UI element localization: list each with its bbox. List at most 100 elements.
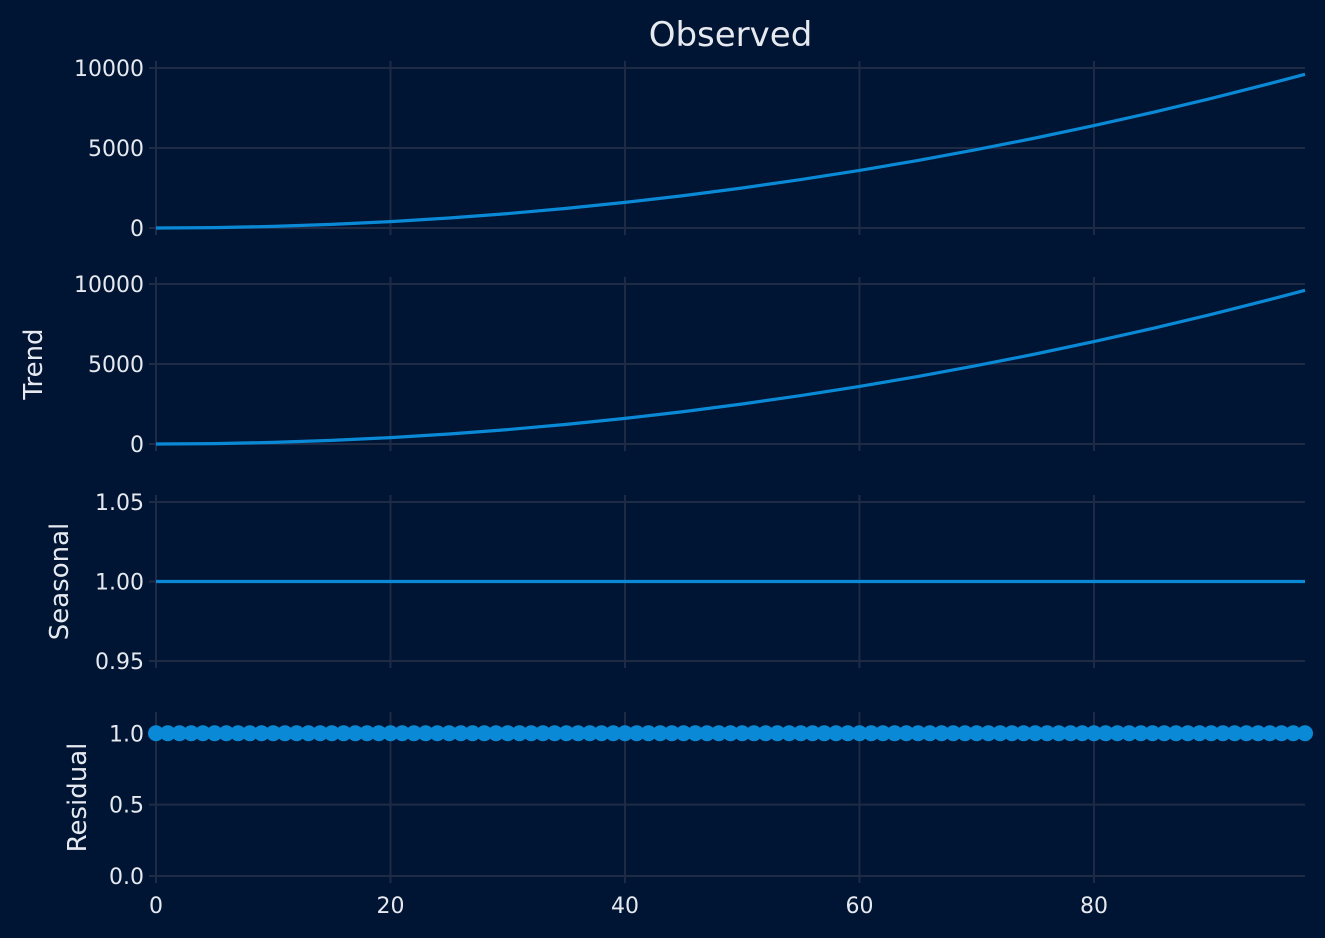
residual-point-69: [956, 725, 973, 742]
residual-point-68: [945, 725, 962, 742]
residual-point-62: [874, 725, 891, 742]
residual-point-81: [1097, 725, 1114, 742]
ytick-label-seasonal-1: 1.00: [95, 571, 144, 596]
residual-point-82: [1109, 725, 1126, 742]
ytick-label-seasonal-2: 1.05: [95, 491, 144, 516]
residual-point-53: [769, 725, 786, 742]
residual-point-85: [1144, 725, 1161, 742]
residual-point-20: [382, 725, 399, 742]
residual-point-27: [464, 725, 481, 742]
residual-point-18: [359, 725, 376, 742]
residual-point-92: [1226, 725, 1243, 742]
ytick-label-observed-2: 10000: [74, 57, 144, 82]
residual-point-1: [159, 725, 176, 742]
residual-point-93: [1238, 725, 1255, 742]
residual-point-54: [781, 725, 798, 742]
residual-point-31: [511, 725, 528, 742]
residual-point-71: [980, 725, 997, 742]
residual-point-13: [300, 725, 317, 742]
xtick-label-4: 80: [1080, 894, 1108, 919]
residual-point-49: [722, 725, 739, 742]
residual-point-77: [1050, 725, 1067, 742]
residual-point-11: [276, 725, 293, 742]
residual-point-65: [910, 725, 927, 742]
residual-point-2: [171, 725, 188, 742]
residual-point-57: [816, 725, 833, 742]
residual-point-61: [863, 725, 880, 742]
xtick-label-3: 60: [845, 894, 873, 919]
xtick-label-2: 40: [611, 894, 639, 919]
residual-point-44: [663, 725, 680, 742]
residual-point-89: [1191, 725, 1208, 742]
residual-point-91: [1214, 725, 1231, 742]
residual-point-87: [1168, 725, 1185, 742]
residual-point-76: [1039, 725, 1056, 742]
residual-point-70: [968, 725, 985, 742]
residual-point-3: [183, 725, 200, 742]
residual-point-10: [265, 725, 282, 742]
ytick-label-residual-2: 1.0: [109, 722, 144, 747]
residual-point-22: [405, 725, 422, 742]
series-points-residual-0: [148, 725, 1313, 742]
residual-point-66: [921, 725, 938, 742]
residual-point-28: [476, 725, 493, 742]
residual-point-94: [1250, 725, 1267, 742]
residual-point-75: [1027, 725, 1044, 742]
residual-point-58: [828, 725, 845, 742]
panel-observed: 0 5000 10000 Observed: [74, 15, 1306, 242]
residual-point-38: [593, 725, 610, 742]
residual-point-63: [886, 725, 903, 742]
ytick-label-seasonal-0: 0.95: [95, 650, 144, 675]
residual-point-46: [687, 725, 704, 742]
residual-point-40: [616, 725, 633, 742]
residual-point-47: [699, 725, 716, 742]
residual-point-48: [710, 725, 727, 742]
residual-point-30: [499, 725, 516, 742]
residual-point-14: [312, 725, 329, 742]
residual-point-84: [1132, 725, 1149, 742]
panel-trend: 0 5000 10000 Trend: [19, 273, 1306, 458]
residual-point-78: [1062, 725, 1079, 742]
series-line-observed-0: [155, 72, 1306, 230]
residual-point-42: [640, 725, 657, 742]
residual-point-72: [992, 725, 1009, 742]
residual-point-41: [628, 725, 645, 742]
residual-point-73: [1003, 725, 1020, 742]
residual-point-32: [523, 725, 540, 742]
residual-point-64: [898, 725, 915, 742]
residual-point-86: [1156, 725, 1173, 742]
ytick-label-trend-2: 10000: [74, 273, 144, 298]
residual-point-98: [1297, 725, 1313, 742]
residual-point-8: [241, 725, 258, 742]
panel-residual: 0.0 0.5 1.0 Residual: [63, 712, 1313, 890]
residual-point-4: [194, 725, 211, 742]
residual-point-34: [546, 725, 563, 742]
residual-point-35: [558, 725, 575, 742]
residual-point-15: [323, 725, 340, 742]
residual-point-25: [441, 725, 458, 742]
residual-point-60: [851, 725, 868, 742]
residual-point-12: [288, 725, 305, 742]
residual-point-52: [757, 725, 774, 742]
residual-point-7: [230, 725, 247, 742]
residual-point-36: [570, 725, 587, 742]
xtick-label-0: 0: [149, 894, 163, 919]
ytick-label-observed-0: 0: [130, 217, 144, 242]
ylabel-seasonal: Seasonal: [45, 523, 75, 641]
residual-point-88: [1179, 725, 1196, 742]
series-line-trend-0: [155, 288, 1306, 446]
xtick-label-1: 20: [376, 894, 404, 919]
residual-point-37: [581, 725, 598, 742]
residual-point-24: [429, 725, 446, 742]
panel-seasonal: 0.95 1.00 1.05 Seasonal: [45, 491, 1305, 675]
residual-point-97: [1285, 725, 1302, 742]
residual-point-55: [792, 725, 809, 742]
residual-point-23: [417, 725, 434, 742]
ytick-label-residual-1: 0.5: [109, 794, 144, 819]
ylabel-trend: Trend: [19, 328, 49, 400]
residual-point-80: [1085, 725, 1102, 742]
residual-point-95: [1261, 725, 1278, 742]
residual-point-29: [488, 725, 505, 742]
residual-point-50: [734, 725, 751, 742]
